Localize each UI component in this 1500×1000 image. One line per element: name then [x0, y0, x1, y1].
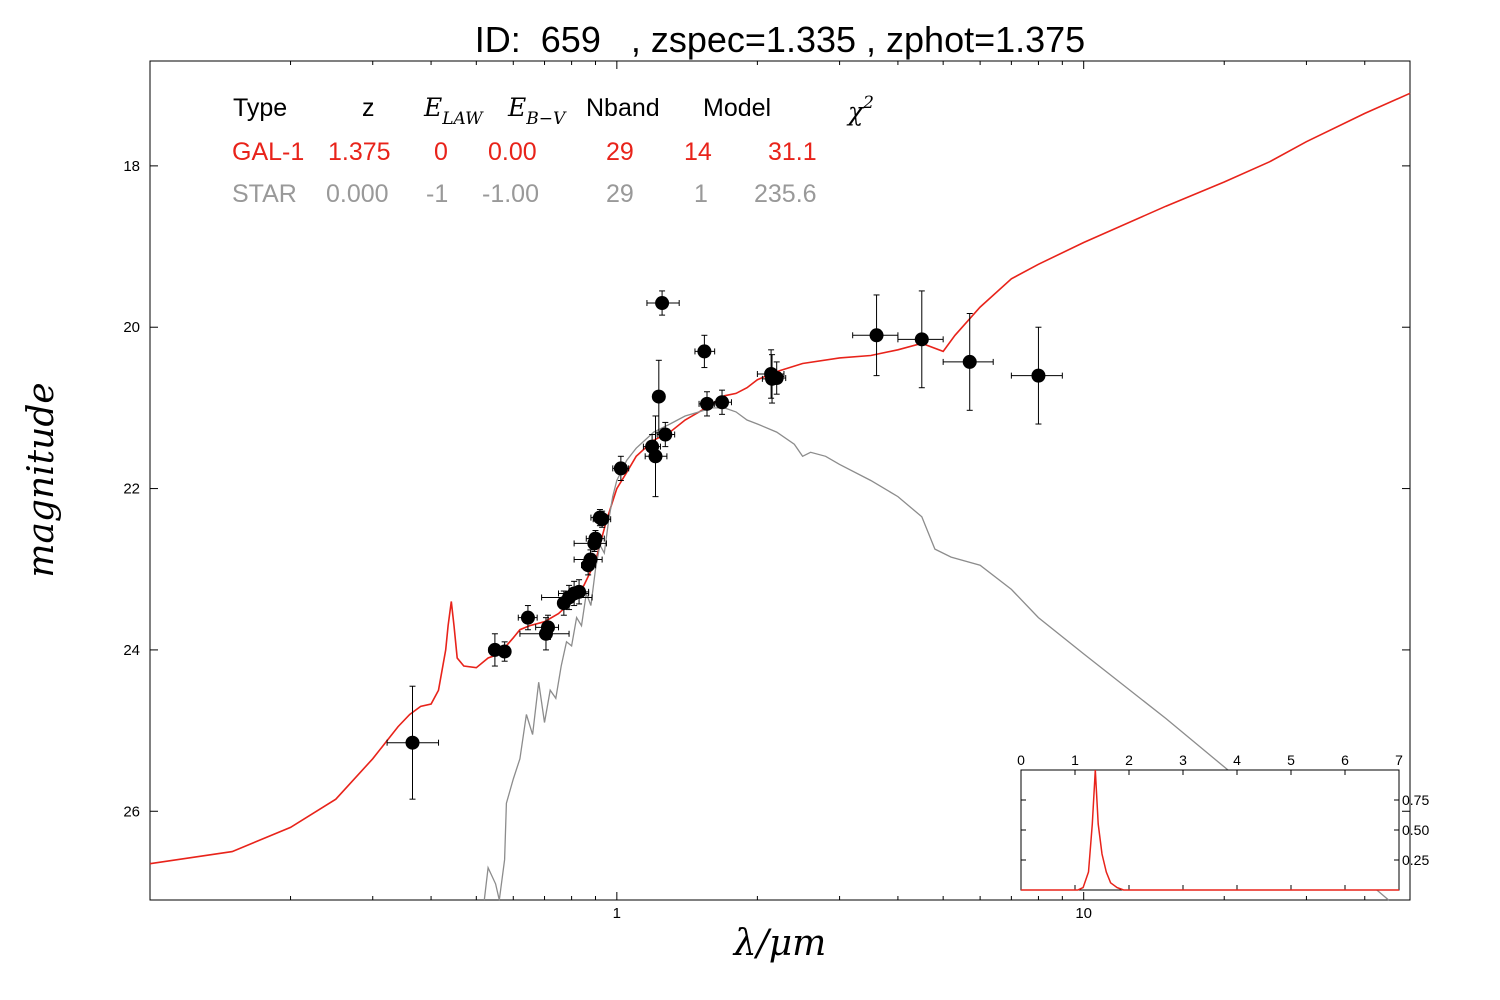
chart-title: ID: 659 , zspec=1.335 , zphot=1.375: [475, 19, 1085, 60]
x-axis-label: λ/μm: [732, 923, 826, 964]
data-point: [694, 334, 716, 369]
pdz-inset: 0 1 2 3 4 5 6 7 0.25 0.50 0.75: [1017, 752, 1429, 891]
y-tick-label: 22: [123, 481, 140, 498]
inset-ticks: 0 1 2 3 4 5 6 7 0.25 0.50 0.75: [1017, 752, 1429, 890]
data-point: [651, 359, 666, 434]
data-point: [644, 415, 668, 498]
y-tick-label: 20: [123, 319, 140, 336]
inset-x-tick-label: 1: [1071, 752, 1079, 768]
point-marker: [697, 344, 712, 359]
y-axis-label: magnitude: [21, 382, 62, 577]
row-gal-ebv: 0.00: [488, 138, 537, 166]
point-marker: [658, 427, 673, 442]
point-marker: [595, 512, 610, 527]
row-star-nband: 29: [606, 180, 634, 208]
inset-x-tick-label: 6: [1341, 752, 1349, 768]
series-line-star: [483, 407, 1390, 901]
data-point: [698, 391, 716, 417]
data-point: [942, 313, 994, 411]
data-point: [897, 290, 944, 389]
data-point: [517, 605, 538, 631]
point-marker: [538, 626, 553, 641]
plot-frame: [149, 60, 1411, 901]
row-gal-model: 14: [684, 138, 712, 166]
data-point: [573, 549, 603, 570]
header-ebv: EB−V: [507, 93, 567, 129]
data-point: [497, 641, 512, 662]
data-point: [852, 294, 899, 377]
point-marker: [962, 354, 977, 369]
series-line-gal-1: [149, 92, 1411, 865]
inset-x-tick-label: 4: [1233, 752, 1241, 768]
data-point: [568, 579, 590, 605]
data-point: [592, 510, 612, 528]
point-marker: [497, 644, 512, 659]
header-z: z: [362, 94, 375, 122]
y-tick-label: 26: [123, 803, 140, 820]
row-gal: GAL-1 1.375 0 0.00 29 14 31.1: [232, 138, 817, 166]
row-star-model: 1: [694, 180, 708, 208]
data-point: [711, 389, 732, 415]
data-point: [585, 530, 605, 548]
header-chi2: χ2: [846, 93, 874, 126]
inset-frame: [1020, 769, 1400, 891]
inset-y-tick-label: 0.25: [1402, 852, 1429, 868]
row-gal-chi2: 31.1: [768, 138, 817, 166]
row-gal-z: 1.375: [328, 138, 391, 166]
point-marker: [651, 389, 666, 404]
row-gal-elaw: 0: [434, 138, 448, 166]
data-point: [1010, 326, 1063, 425]
inset-y-tick-label: 0.75: [1402, 792, 1429, 808]
point-marker: [613, 461, 628, 476]
inset-x-tick-label: 7: [1395, 752, 1403, 768]
row-star-z: 0.000: [326, 180, 389, 208]
point-marker: [715, 395, 730, 410]
row-gal-nband: 29: [606, 138, 634, 166]
row-star-type: STAR: [232, 180, 297, 208]
row-star-elaw: -1: [426, 180, 448, 208]
header-model: Model: [703, 94, 771, 122]
data-point: [646, 290, 680, 316]
row-star-chi2: 235.6: [754, 180, 817, 208]
y-tick-label: 18: [123, 158, 140, 175]
point-marker: [869, 328, 884, 343]
data-point: [612, 455, 630, 481]
row-star-ebv: -1.00: [482, 180, 539, 208]
data-point: [766, 361, 787, 395]
point-marker: [520, 610, 535, 625]
point-marker: [914, 332, 929, 347]
point-marker: [648, 449, 663, 464]
point-marker: [700, 396, 715, 411]
y-tick-label: 24: [123, 642, 140, 659]
row-gal-type: GAL-1: [232, 138, 304, 166]
point-marker: [405, 735, 420, 750]
inset-y-tick-label: 0.50: [1402, 822, 1429, 838]
point-marker: [655, 296, 670, 311]
row-star: STAR 0.000 -1 -1.00 29 1 235.6: [232, 180, 817, 208]
point-marker: [769, 371, 784, 386]
inset-x-tick-label: 5: [1287, 752, 1295, 768]
header-elaw: ELAW: [423, 93, 484, 129]
point-marker: [572, 584, 587, 599]
x-tick-label: 1: [613, 905, 621, 922]
header-type: Type: [233, 94, 287, 122]
point-marker: [1031, 368, 1046, 383]
data-point: [656, 421, 676, 448]
inset-x-tick-label: 0: [1017, 752, 1025, 768]
inset-x-tick-label: 2: [1125, 752, 1133, 768]
point-marker: [583, 552, 598, 567]
inset-x-tick-label: 3: [1179, 752, 1187, 768]
photometry-points: [386, 290, 1063, 800]
inset-pdz-line: [1021, 769, 1399, 891]
point-marker: [588, 531, 603, 546]
x-tick-label: 10: [1075, 905, 1092, 922]
data-point: [519, 617, 570, 651]
summary-table: Type z ELAW EB−V Nband Model χ2 GAL-1 1.…: [232, 93, 874, 208]
header-nband: Nband: [586, 94, 660, 122]
data-point: [386, 685, 440, 800]
